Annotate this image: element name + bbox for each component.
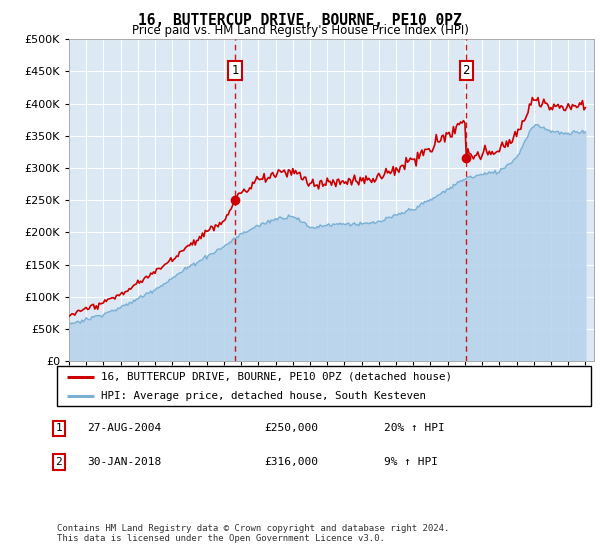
Text: 2: 2 [463,64,470,77]
Text: 27-AUG-2004: 27-AUG-2004 [87,423,161,433]
Text: Contains HM Land Registry data © Crown copyright and database right 2024.
This d: Contains HM Land Registry data © Crown c… [57,524,449,543]
Text: £316,000: £316,000 [264,457,318,467]
Text: 30-JAN-2018: 30-JAN-2018 [87,457,161,467]
Text: 9% ↑ HPI: 9% ↑ HPI [384,457,438,467]
Text: 1: 1 [232,64,239,77]
Text: 1: 1 [55,423,62,433]
Text: 16, BUTTERCUP DRIVE, BOURNE, PE10 0PZ (detached house): 16, BUTTERCUP DRIVE, BOURNE, PE10 0PZ (d… [101,372,452,382]
Text: Price paid vs. HM Land Registry's House Price Index (HPI): Price paid vs. HM Land Registry's House … [131,24,469,37]
Text: 2: 2 [55,457,62,467]
Text: 16, BUTTERCUP DRIVE, BOURNE, PE10 0PZ: 16, BUTTERCUP DRIVE, BOURNE, PE10 0PZ [138,13,462,28]
Text: £250,000: £250,000 [264,423,318,433]
Text: 20% ↑ HPI: 20% ↑ HPI [384,423,445,433]
Text: HPI: Average price, detached house, South Kesteven: HPI: Average price, detached house, Sout… [101,391,427,402]
